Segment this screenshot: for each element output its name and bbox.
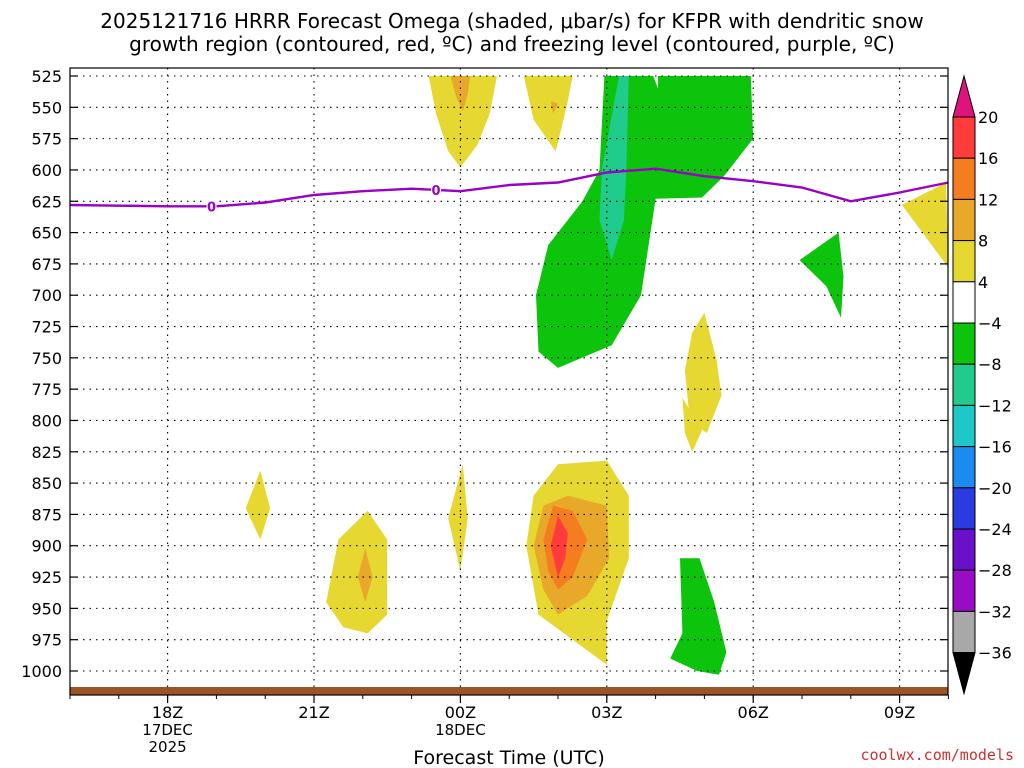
x-tick-label-2-2: 2025 bbox=[149, 738, 187, 756]
colorbar-label-4: 4 bbox=[978, 273, 988, 292]
ground-bar bbox=[70, 687, 948, 695]
y-tick-label-525: 525 bbox=[31, 67, 62, 86]
y-tick-label-875: 875 bbox=[31, 505, 62, 524]
omega-region-upper-yellow-1 bbox=[428, 76, 497, 168]
y-tick-label-725: 725 bbox=[31, 318, 62, 337]
colorbar-bottom-arrow bbox=[952, 652, 976, 696]
omega-shading bbox=[245, 76, 949, 675]
colorbar-box-9 bbox=[952, 487, 976, 530]
colorbar-label-3: 8 bbox=[978, 232, 988, 251]
colorbar: 20 16 12 8 4 −4 −8 −12 −16 −20 −24 −28 −32 −36 bbox=[952, 74, 1012, 696]
y-tick-label-950: 950 bbox=[31, 599, 62, 618]
y-tick-label-925: 925 bbox=[31, 568, 62, 587]
omega-region-yellow-mid bbox=[682, 397, 702, 452]
colorbar-label-12: −32 bbox=[978, 602, 1012, 621]
y-tick-label-1000: 1000 bbox=[21, 662, 62, 681]
colorbar-box-11 bbox=[952, 569, 976, 612]
omega-region-upper-orange-1 bbox=[450, 76, 471, 112]
colorbar-label-11: −28 bbox=[978, 561, 1012, 580]
chart-title-line-1: 2025121716 HRRR Forecast Omega (shaded, … bbox=[100, 9, 923, 33]
freezing-label-bg-1 bbox=[431, 181, 441, 197]
colorbar-top-arrow bbox=[952, 74, 976, 118]
x-tick-label-8-0: 00Z bbox=[445, 703, 476, 722]
colorbar-box-7 bbox=[952, 404, 976, 448]
colorbar-box-2 bbox=[952, 198, 976, 242]
omega-region-orange-left-blob bbox=[357, 548, 373, 603]
omega-region-upper-yellow-2 bbox=[523, 76, 573, 152]
y-tick-label-625: 625 bbox=[31, 192, 62, 211]
colorbar-label-10: −24 bbox=[978, 520, 1012, 539]
y-tick-label-775: 775 bbox=[31, 380, 62, 399]
freezing-level-label-1: 0 bbox=[431, 184, 440, 199]
y-axis: 525 550 575 600 625 650 675 700 725 750 775 800 825 8… bbox=[21, 67, 948, 681]
omega-region-green-blob-right bbox=[799, 232, 844, 318]
plot-frame bbox=[69, 67, 949, 696]
colorbar-label-1: 16 bbox=[978, 149, 998, 168]
colorbar-label-2: 12 bbox=[978, 190, 998, 209]
colorbar-box-4 bbox=[952, 281, 976, 324]
omega-region-yellow-mid-2 bbox=[684, 312, 722, 433]
omega-region-green-notch bbox=[653, 76, 658, 89]
y-tick-label-900: 900 bbox=[31, 537, 62, 556]
colorbar-label-5: −4 bbox=[978, 314, 1002, 333]
credit-text: coolwx.com/models bbox=[860, 746, 1014, 764]
freezing-level-label-0: 0 bbox=[207, 200, 216, 215]
x-tick-label-17-0: 09Z bbox=[884, 703, 915, 722]
colorbar-label-6: −8 bbox=[978, 355, 1002, 374]
colorbar-box-5 bbox=[952, 322, 976, 365]
omega-region-yellow-small-2 bbox=[448, 464, 468, 571]
y-tick-label-800: 800 bbox=[31, 411, 62, 430]
x-tick-label-5-0: 21Z bbox=[298, 703, 329, 722]
x-tick-label-11-0: 03Z bbox=[591, 703, 622, 722]
freezing-label-bg-0 bbox=[206, 198, 217, 214]
colorbar-box-10 bbox=[952, 528, 976, 571]
omega-region-yellow-left-blob bbox=[326, 510, 388, 634]
colorbar-label-13: −36 bbox=[978, 644, 1012, 663]
x-tick-label-8-1: 18DEC bbox=[435, 721, 486, 739]
y-tick-label-850: 850 bbox=[31, 474, 62, 493]
omega-region-yellow-right-edge bbox=[902, 182, 949, 268]
omega-region-red-center bbox=[550, 515, 568, 578]
colorbar-label-8: −16 bbox=[978, 438, 1012, 457]
y-tick-label-825: 825 bbox=[31, 443, 62, 462]
y-tick-label-975: 975 bbox=[31, 631, 62, 650]
colorbar-box-0 bbox=[952, 116, 976, 159]
y-tick-label-700: 700 bbox=[31, 286, 62, 305]
omega-region-teal-core bbox=[599, 76, 629, 261]
y-tick-label-575: 575 bbox=[31, 130, 62, 149]
colorbar-label-0: 20 bbox=[978, 108, 998, 127]
grid bbox=[70, 68, 948, 695]
colorbar-box-1 bbox=[952, 157, 976, 200]
x-tick-label-2-0: 18Z bbox=[152, 703, 183, 722]
y-tick-label-750: 750 bbox=[31, 349, 62, 368]
colorbar-label-9: −20 bbox=[978, 479, 1012, 498]
colorbar-box-3 bbox=[952, 240, 976, 283]
y-tick-label-650: 650 bbox=[31, 224, 62, 243]
omega-region-green-lower-blob bbox=[670, 558, 727, 675]
freezing-level-line bbox=[69, 167, 949, 208]
y-tick-label-600: 600 bbox=[31, 161, 62, 180]
y-tick-label-675: 675 bbox=[31, 255, 62, 274]
colorbar-box-12 bbox=[952, 610, 976, 654]
colorbar-box-6 bbox=[952, 363, 976, 406]
chart-title-line-2: growth region (contoured, red, ºC) and f… bbox=[129, 32, 895, 56]
y-tick-label-550: 550 bbox=[31, 98, 62, 117]
omega-region-yellow-small-1 bbox=[245, 470, 271, 540]
x-axis-label: Forecast Time (UTC) bbox=[413, 747, 604, 768]
freezing-level-contour: 00 bbox=[69, 167, 949, 215]
colorbar-label-7: −12 bbox=[978, 396, 1012, 415]
colorbar-box-8 bbox=[952, 446, 976, 489]
omega-region-green-main bbox=[536, 76, 754, 368]
x-tick-label-14-0: 06Z bbox=[738, 703, 769, 722]
omega-region-upper-orange-2 bbox=[550, 101, 558, 114]
x-tick-label-2-1: 17DEC bbox=[142, 721, 193, 739]
